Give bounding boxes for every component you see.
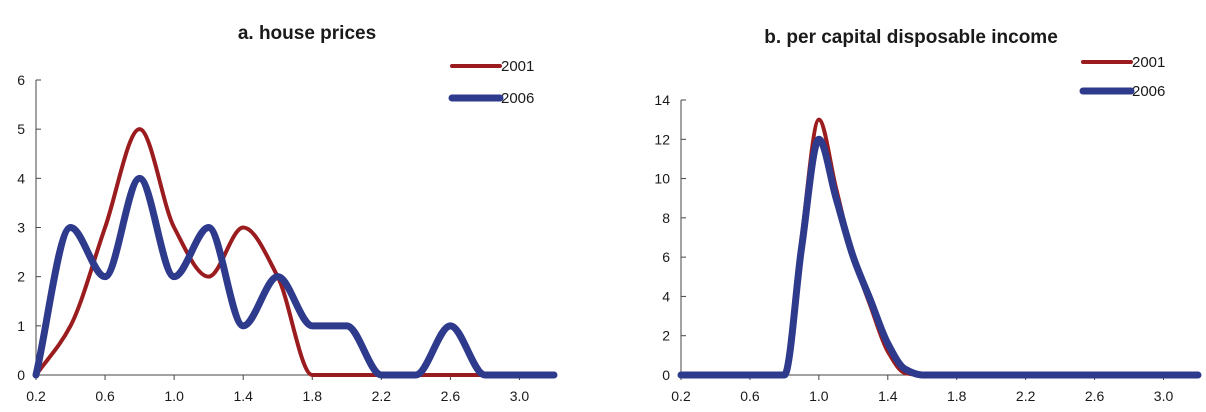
x-tick-label: 0.2 — [671, 388, 691, 404]
legend-label-2006: 2006 — [1132, 83, 1165, 100]
y-tick-label: 0 — [662, 367, 670, 383]
chart-title: b. per capital disposable income — [764, 27, 1058, 48]
x-tick-label: 0.6 — [740, 388, 760, 404]
x-tick-label: 1.8 — [303, 388, 323, 404]
y-tick-label: 1 — [17, 318, 25, 334]
y-tick-label: 0 — [17, 367, 25, 383]
x-tick-label: 2.2 — [372, 388, 392, 404]
series-line-2001 — [679, 117, 1200, 378]
y-tick-label: 2 — [17, 269, 25, 285]
legend: 2001 2006 — [448, 58, 534, 107]
legend-label-2001: 2001 — [1132, 54, 1165, 71]
y-tick-label: 3 — [17, 220, 25, 236]
x-tick-label: 2.2 — [1016, 388, 1036, 404]
chart-title: a. house prices — [238, 23, 376, 44]
y-tick-label: 10 — [654, 171, 670, 187]
legend-label-2006: 2006 — [501, 90, 534, 107]
x-tick-label: 1.0 — [809, 388, 829, 404]
x-tick-label: 1.4 — [878, 388, 898, 404]
x-tick-label: 0.2 — [26, 388, 46, 404]
x-tick-label: 1.0 — [164, 388, 184, 404]
x-tick-label: 2.6 — [1085, 388, 1105, 404]
y-tick-label: 4 — [17, 170, 25, 186]
x-tick-label: 1.4 — [233, 388, 253, 404]
legend-label-2001: 2001 — [501, 58, 534, 75]
x-tick-label: 3.0 — [510, 388, 530, 404]
y-tick-label: 8 — [662, 210, 670, 226]
series-line-2006 — [32, 174, 558, 379]
x-tick-label: 2.6 — [441, 388, 461, 404]
y-tick-label: 4 — [662, 288, 670, 304]
x-tick-label: 3.0 — [1154, 388, 1174, 404]
series-line-2006 — [677, 135, 1202, 379]
y-tick-label: 12 — [654, 131, 670, 147]
y-tick-label: 14 — [654, 92, 670, 108]
y-tick-label: 5 — [17, 121, 25, 137]
y-tick-label: 2 — [662, 328, 670, 344]
chart-panel-disposable-income: b. per capital disposable income 2001 20… — [654, 27, 1202, 404]
x-tick-label: 0.6 — [95, 388, 115, 404]
x-tick-label: 1.8 — [947, 388, 967, 404]
legend: 2001 2006 — [1079, 54, 1165, 100]
y-tick-label: 6 — [662, 249, 670, 265]
chart-panel-house-prices: a. house prices 2001 2006 0 1 2 3 4 5 6 0.2 0.6 1… — [17, 23, 558, 404]
y-tick-label: 6 — [17, 72, 25, 88]
